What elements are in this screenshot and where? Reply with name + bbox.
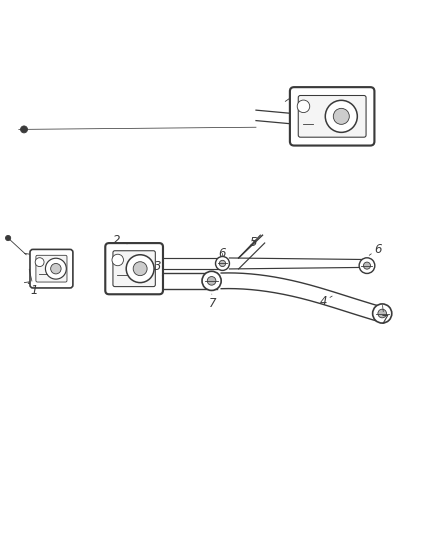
Text: 6: 6 — [369, 243, 381, 256]
Text: 5: 5 — [250, 236, 258, 249]
Circle shape — [373, 304, 392, 323]
Circle shape — [364, 262, 371, 269]
Circle shape — [207, 277, 216, 285]
Circle shape — [35, 258, 44, 266]
Circle shape — [112, 254, 124, 266]
Circle shape — [51, 263, 61, 274]
FancyBboxPatch shape — [298, 95, 366, 137]
FancyBboxPatch shape — [30, 249, 73, 288]
Circle shape — [6, 236, 11, 240]
Text: 2: 2 — [113, 234, 127, 247]
Circle shape — [215, 256, 230, 270]
Text: 4: 4 — [320, 295, 332, 308]
Circle shape — [21, 126, 28, 133]
FancyBboxPatch shape — [105, 243, 163, 294]
Circle shape — [46, 258, 66, 279]
Text: 7: 7 — [209, 294, 216, 310]
Circle shape — [325, 100, 357, 132]
Circle shape — [133, 262, 147, 276]
Text: 6: 6 — [219, 247, 226, 260]
FancyBboxPatch shape — [36, 255, 67, 282]
Circle shape — [219, 260, 226, 266]
Text: 1: 1 — [29, 269, 38, 297]
Circle shape — [333, 108, 350, 124]
Text: 7: 7 — [381, 305, 388, 327]
Circle shape — [359, 258, 375, 273]
Circle shape — [126, 255, 154, 282]
Circle shape — [378, 309, 386, 318]
FancyBboxPatch shape — [113, 251, 155, 287]
Circle shape — [202, 271, 221, 290]
Text: 3: 3 — [154, 260, 162, 276]
FancyBboxPatch shape — [290, 87, 374, 146]
Circle shape — [297, 100, 310, 112]
